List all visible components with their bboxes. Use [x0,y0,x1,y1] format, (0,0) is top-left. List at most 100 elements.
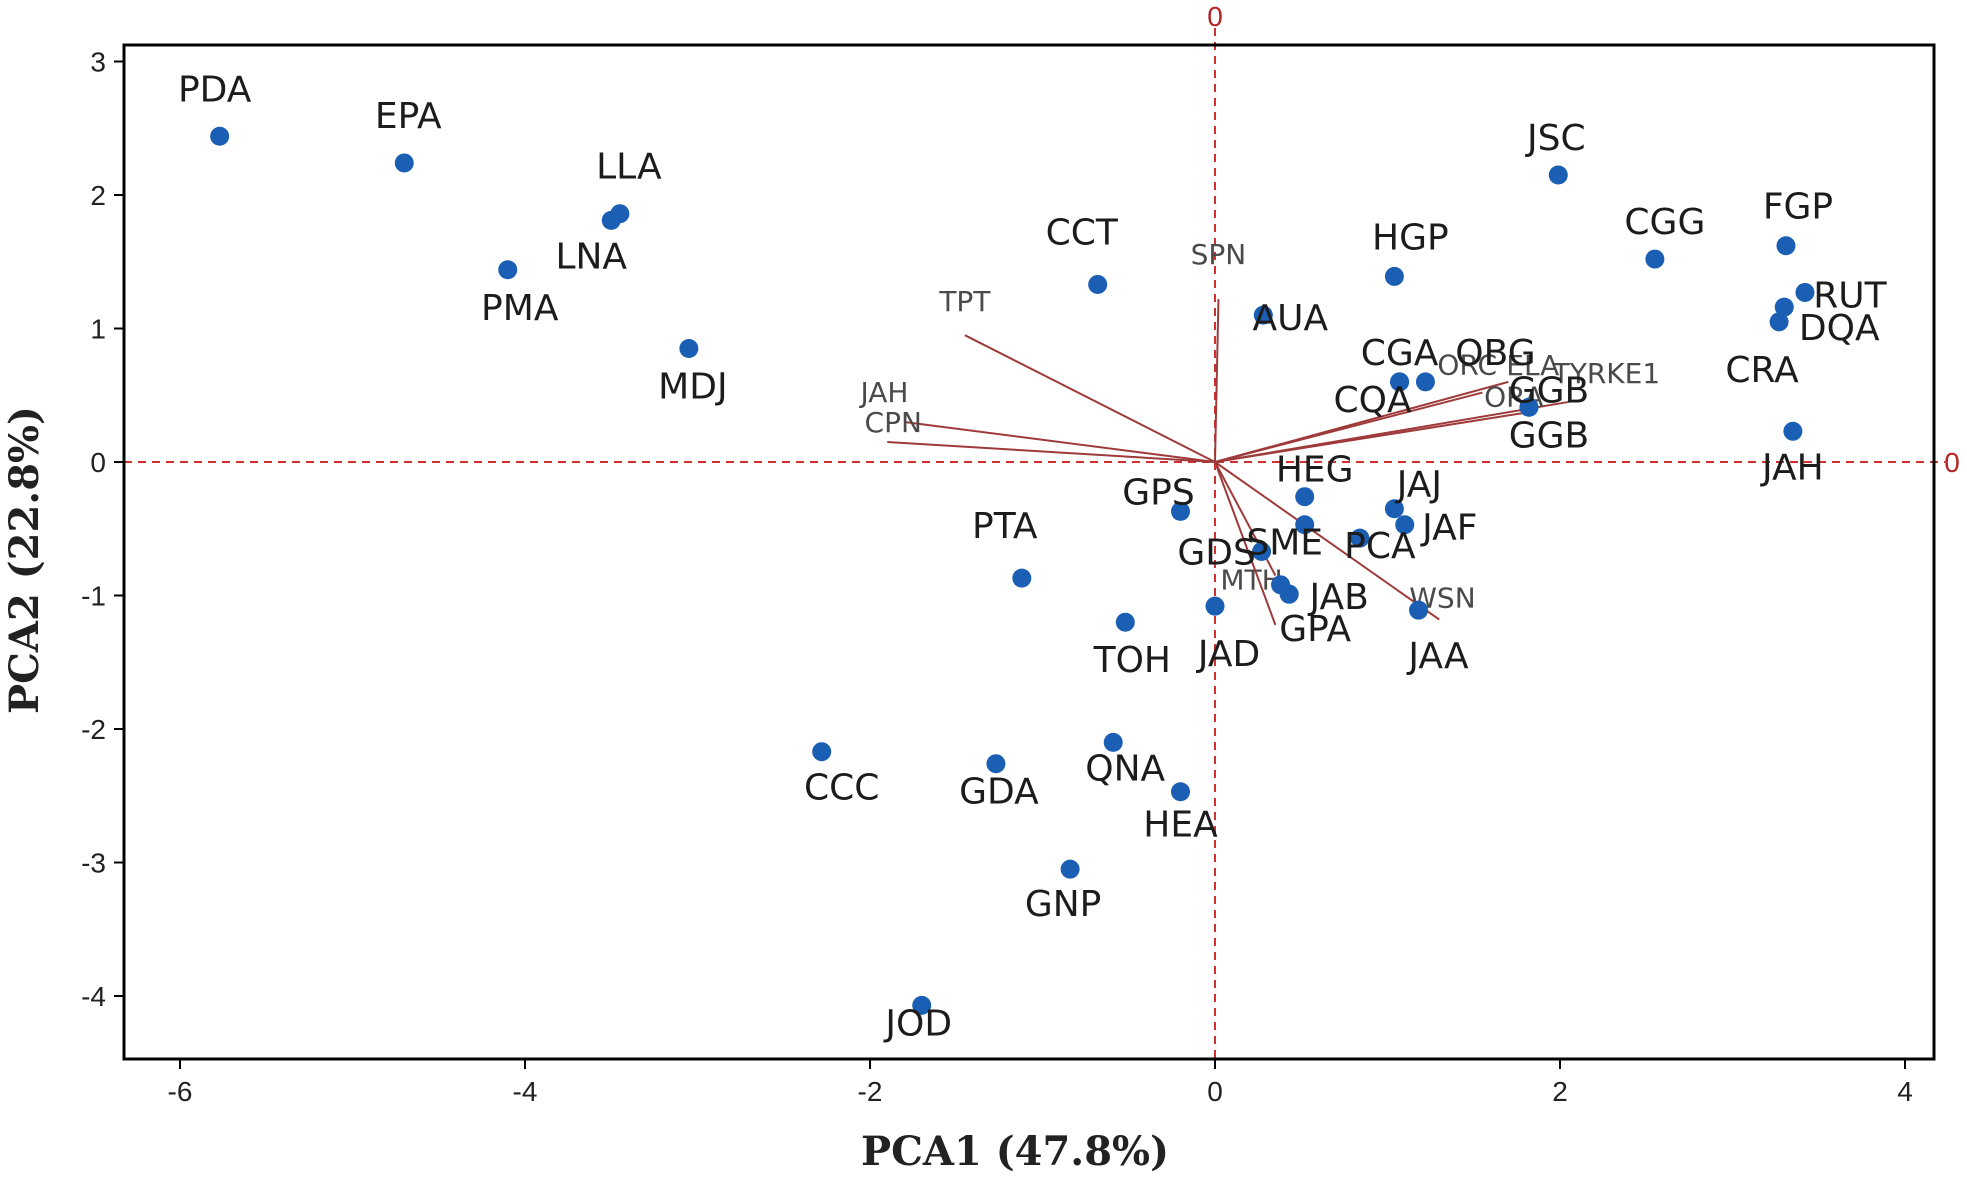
point-label: JAH [1760,447,1824,488]
data-point [1295,515,1315,535]
data-point [1390,372,1410,392]
point-label: GDS [1177,532,1255,573]
loading-label: SPN [1191,238,1247,271]
data-point [812,742,832,762]
point-label: JAF [1420,508,1477,549]
point-label: TOH [1093,640,1171,681]
y-tick-label: -4 [81,981,106,1012]
point-label: JAA [1406,636,1469,677]
point-label: JAJ [1395,465,1442,506]
loading-arrow [1214,391,1483,463]
data-point [1783,421,1803,441]
data-point [601,210,621,230]
x-tick-label: -2 [858,1076,883,1107]
loading-label: TYRKE1 [1552,357,1661,390]
data-point [1171,782,1190,802]
y-tick-label: 0 [90,447,106,478]
point-label: GNP [1025,884,1102,925]
data-point [1384,499,1404,519]
point-label: CRA [1725,350,1799,391]
point-label: JSC [1525,118,1586,159]
data-point [1205,596,1225,616]
data-point [1279,584,1299,604]
point-label: JOD [883,1003,952,1044]
point-label: CGA [1361,333,1439,374]
point-label: EPA [375,96,442,137]
y-tick-label: -1 [81,581,106,612]
point-label: HGP [1372,217,1449,258]
point-label: PDA [178,69,252,110]
loading-label: ORC [1437,349,1497,382]
data-point [912,995,932,1015]
data-point [1645,249,1665,269]
data-point [1519,397,1539,417]
loading-arrow [1214,461,1440,621]
data-point [1769,312,1789,332]
data-point [1012,568,1032,588]
point-label: CCT [1046,212,1119,253]
point-label: JAD [1196,634,1260,675]
y-axis-title: PCA2 (22.8%) [1,406,48,714]
loading-arrow [1214,299,1220,463]
loading-label: JAH [859,376,909,409]
y-tick-label: 3 [90,47,106,78]
point-label: CGG [1624,202,1705,243]
data-point [1088,274,1108,294]
data-point [1384,266,1404,286]
data-point [1115,612,1135,632]
point-label: HEA [1143,805,1218,846]
point-label: OBG [1455,333,1535,374]
point-label: MDJ [658,367,727,408]
point-label: DQA [1799,308,1880,349]
horizontal-zero-label: 0 [1944,447,1960,478]
data-point [1795,282,1815,302]
data-point [498,260,518,280]
point-label: GGB [1509,370,1590,411]
data-point [1774,297,1794,317]
point-label: PTA [972,506,1038,547]
point-label: QNA [1085,748,1165,789]
point-label: PMA [481,288,559,329]
data-point [394,153,414,173]
loading-label: CPN [865,406,922,439]
data-point [679,339,699,359]
point-label: JAB [1308,577,1369,618]
loading-label: MTH [1220,563,1282,596]
point-label: SME [1246,523,1323,564]
point-label: CQA [1334,380,1412,421]
data-point [1409,600,1429,620]
data-point [1103,732,1123,752]
vertical-zero-label: 0 [1207,1,1223,32]
x-tick-label: 2 [1552,1076,1568,1107]
data-point [1776,236,1796,256]
x-axis-title: PCA1 (47.8%) [861,1128,1169,1175]
sample-labels: PDA EPA LLA LNA PMA MDJ CCT AUA HGP JSC CGG FGP RUTD… [178,69,1888,1044]
point-label: AUA [1252,298,1328,339]
x-tick-label: 0 [1207,1076,1223,1107]
axes: -6 -4 -2 0 2 4 -4 -3 -2 -1 0 1 2 3 [81,43,1936,1107]
point-label: CCC [804,768,879,809]
data-point [1253,305,1273,325]
loading-arrow [964,334,1216,463]
data-point [1350,528,1370,548]
point-label: GGB [1509,415,1590,456]
y-tick-label: -3 [81,848,106,879]
point-label: HEG [1276,450,1354,491]
point-label: GPA [1279,609,1351,650]
loading-label: TPT [938,285,991,318]
point-label: PCA [1344,526,1416,567]
data-point [1060,859,1080,879]
y-tick-label: 2 [90,180,106,211]
data-point [210,126,230,146]
plot-frame [122,43,1936,1061]
data-point [1295,487,1315,507]
loading-arrow [904,420,1216,463]
sample-points [210,126,1815,1015]
loading-arrow [887,440,1216,463]
point-label: GPS [1122,472,1194,513]
point-label: LLA [596,147,662,188]
reference-lines: 00 [124,1,1960,1059]
